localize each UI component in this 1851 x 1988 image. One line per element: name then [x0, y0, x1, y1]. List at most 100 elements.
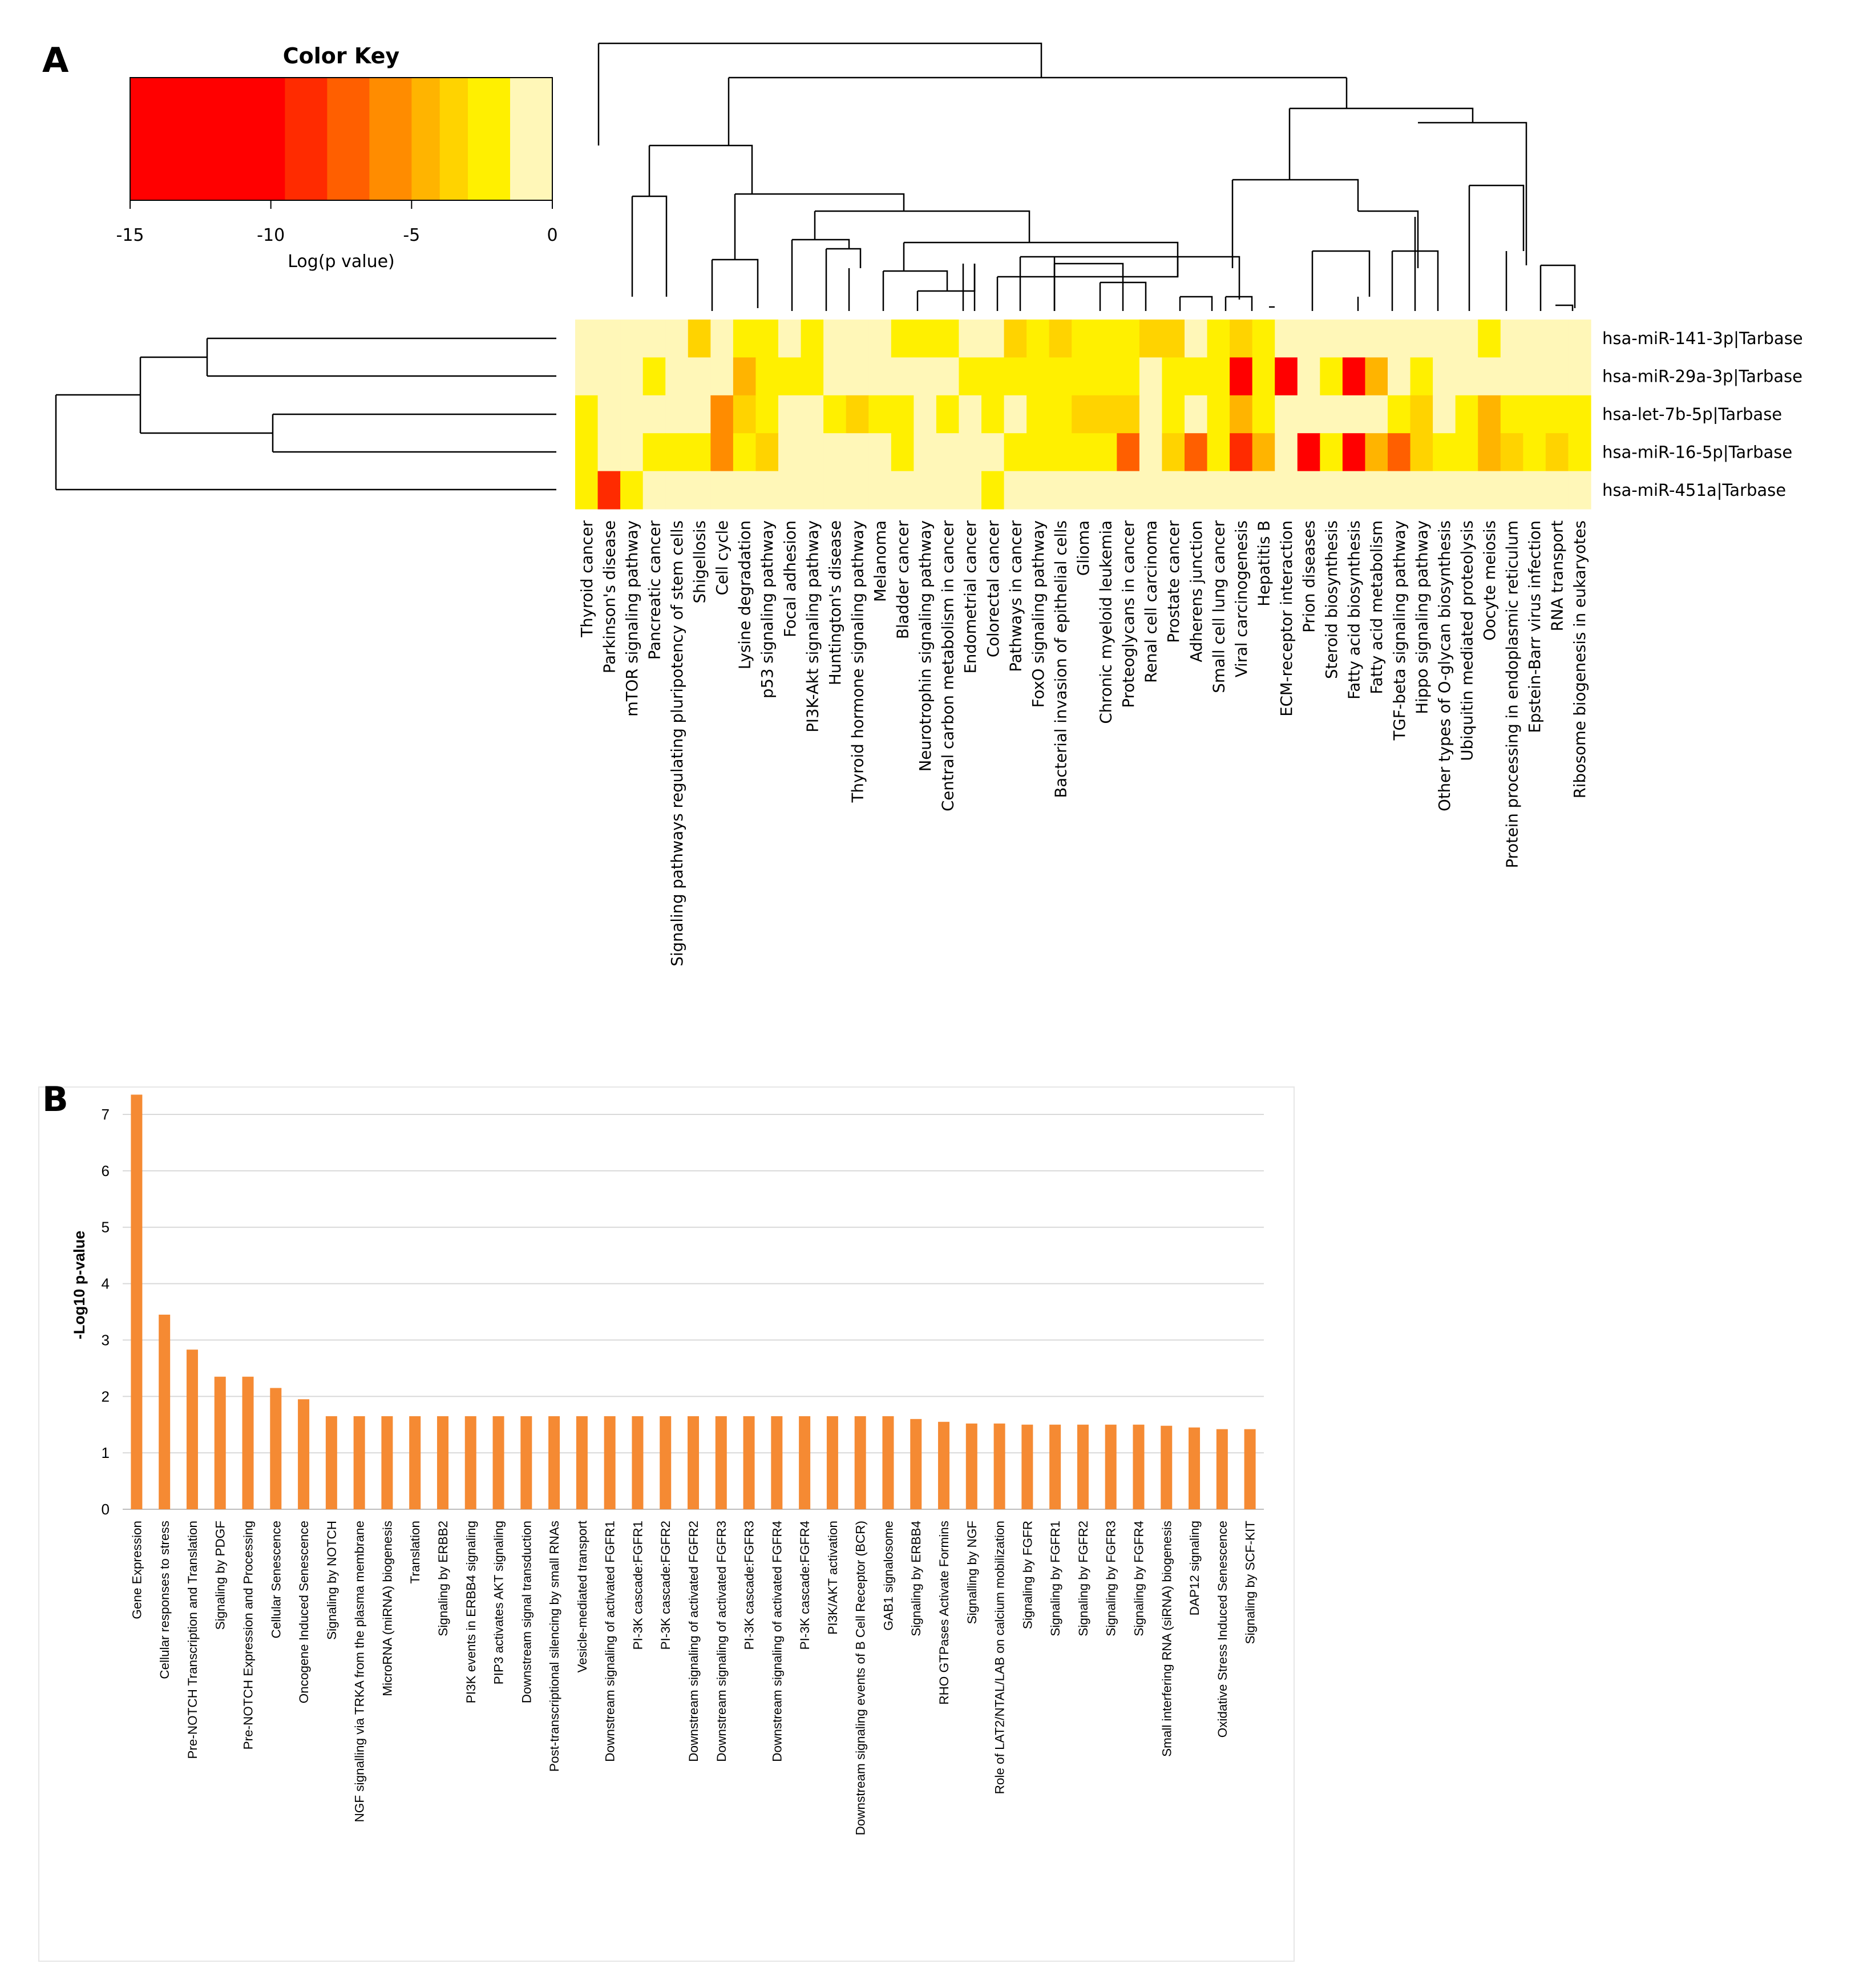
bar: [464, 1416, 476, 1509]
heatmap-cell: [710, 395, 734, 434]
heatmap-cell: [936, 395, 960, 434]
heatmap-cell: [1455, 471, 1478, 510]
heatmap-cell: [1410, 433, 1433, 472]
color-key-bin: [327, 78, 370, 200]
heatmap-cell: [1410, 395, 1433, 434]
heatmap-cell: [1230, 471, 1253, 510]
panel-a-heatmap: A Color Key -15 -10 -5 0 Log(p value): [42, 41, 1803, 966]
heatmap-cell: [1523, 357, 1546, 396]
heatmap-cell: [1320, 357, 1343, 396]
color-key-tick-label: -15: [116, 225, 144, 245]
x-category-label: Downstream signaling of activated FGFR1: [603, 1521, 617, 1762]
y-gridlines: [123, 1114, 1264, 1510]
bar: [186, 1349, 198, 1509]
heatmap-cell: [1365, 433, 1388, 472]
heatmap-cell: [778, 471, 802, 510]
heatmap-cell: [1297, 320, 1320, 358]
heatmap-cell: [1026, 433, 1050, 472]
bar: [799, 1416, 811, 1509]
bar: [270, 1388, 282, 1509]
heatmap-cell: [1545, 357, 1569, 396]
x-category-label: PI-3K cascade:FGFR3: [742, 1521, 757, 1650]
heatmap-row-label: hsa-let-7b-5p|Tarbase: [1602, 405, 1782, 424]
heatmap-column-label: Pancreatic cancer: [645, 520, 664, 660]
heatmap-cell: [1049, 471, 1072, 510]
color-key-title: Color Key: [283, 43, 400, 68]
heatmap-cell: [1162, 433, 1185, 472]
heatmap-cell: [1500, 471, 1523, 510]
panel-b-bar-chart: B -Log10 p-value 0 1 2 3 4 5 6 7 Gene Expressio…: [38, 1080, 1295, 1962]
x-category-label: Oxidative Stress Induced Senescence: [1215, 1521, 1230, 1738]
heatmap-row-label: hsa-miR-29a-3p|Tarbase: [1602, 367, 1802, 386]
heatmap-cell: [1388, 471, 1411, 510]
heatmap-cell: [1117, 471, 1140, 510]
heatmap-cell: [1545, 471, 1569, 510]
x-category-label: Role of LAT2/NTAL/LAB on calcium mobiliz…: [993, 1521, 1007, 1794]
heatmap-cell: [1365, 357, 1388, 396]
x-category-label: Vesicle-mediated transport: [575, 1520, 589, 1672]
heatmap-cell: [1433, 357, 1456, 396]
heatmap-cell: [1342, 433, 1366, 472]
heatmap-column-label: Small cell lung cancer: [1210, 520, 1228, 693]
x-category-label: Downstream signaling of activated FGFR4: [770, 1521, 784, 1762]
heatmap-cell: [1523, 471, 1546, 510]
heatmap-cell: [1072, 395, 1095, 434]
heatmap-cell: [1365, 320, 1388, 358]
heatmap-cell: [959, 395, 982, 434]
heatmap-cell: [1252, 357, 1275, 396]
heatmap-cell: [1500, 357, 1523, 396]
x-axis-labels: Gene Expression Cellular responses to str…: [130, 1520, 1257, 1835]
heatmap-cell: [846, 357, 869, 396]
bar: [353, 1416, 365, 1509]
heatmap-column-label: Renal cell carcinoma: [1142, 520, 1161, 683]
heatmap-cell: [1094, 320, 1117, 358]
x-category-label: Pre-NOTCH Transcription and Translation: [185, 1521, 200, 1759]
heatmap-column-label: Protein processing in endoplasmic reticu…: [1504, 520, 1522, 868]
heatmap-column-label: Viral carcinogenesis: [1232, 520, 1251, 677]
heatmap-column-label: Oocyte meiosis: [1481, 520, 1499, 641]
heatmap-cell: [1004, 433, 1027, 472]
x-category-label: Signaling by SCF-KIT: [1243, 1521, 1258, 1644]
heatmap-cell: [1185, 357, 1208, 396]
heatmap-cell: [936, 433, 960, 472]
heatmap-cell: [755, 357, 779, 396]
heatmap-cell: [981, 433, 1005, 472]
heatmap-cell: [1117, 320, 1140, 358]
color-key-bin: [130, 78, 285, 200]
heatmap-cell: [1252, 395, 1275, 434]
heatmap-cell: [823, 471, 847, 510]
heatmap-cell: [1433, 433, 1456, 472]
panel-b-letter: B: [42, 1080, 68, 1120]
heatmap-cell: [1094, 471, 1117, 510]
x-category-label: PI-3K cascade:FGFR2: [658, 1521, 673, 1650]
heatmap-cell: [1568, 320, 1591, 358]
x-category-label: Signaling by FGFR3: [1104, 1521, 1118, 1637]
heatmap-cell: [1545, 395, 1569, 434]
bar: [1049, 1424, 1061, 1509]
heatmap-cell: [1185, 471, 1208, 510]
heatmap-cell: [1410, 357, 1433, 396]
bar: [548, 1416, 560, 1509]
column-dendrogram: [597, 42, 1576, 311]
bar: [604, 1416, 616, 1509]
bar: [688, 1416, 699, 1509]
heatmap-cell: [688, 433, 711, 472]
heatmap-cell: [755, 320, 779, 358]
heatmap-cell: [801, 320, 824, 358]
heatmap-column-label: ECM-receptor interaction: [1278, 520, 1296, 717]
x-category-label: MicroRNA (miRNA) biogenesis: [380, 1521, 394, 1696]
heatmap-cell: [1478, 357, 1501, 396]
heatmap-cell: [868, 433, 892, 472]
heatmap-cell: [733, 320, 757, 358]
bar: [660, 1416, 672, 1509]
x-category-label: Oncogene Induced Senescence: [297, 1521, 311, 1703]
bar: [993, 1423, 1005, 1509]
heatmap-cell: [1568, 395, 1591, 434]
heatmap-cell: [1500, 395, 1523, 434]
heatmap-cell: [1072, 433, 1095, 472]
heatmap-column-label: p53 signaling pathway: [758, 520, 777, 698]
bar: [131, 1094, 143, 1509]
x-category-label: Signalling by NGF: [965, 1521, 979, 1624]
bar: [1077, 1424, 1089, 1509]
bar: [743, 1416, 755, 1509]
